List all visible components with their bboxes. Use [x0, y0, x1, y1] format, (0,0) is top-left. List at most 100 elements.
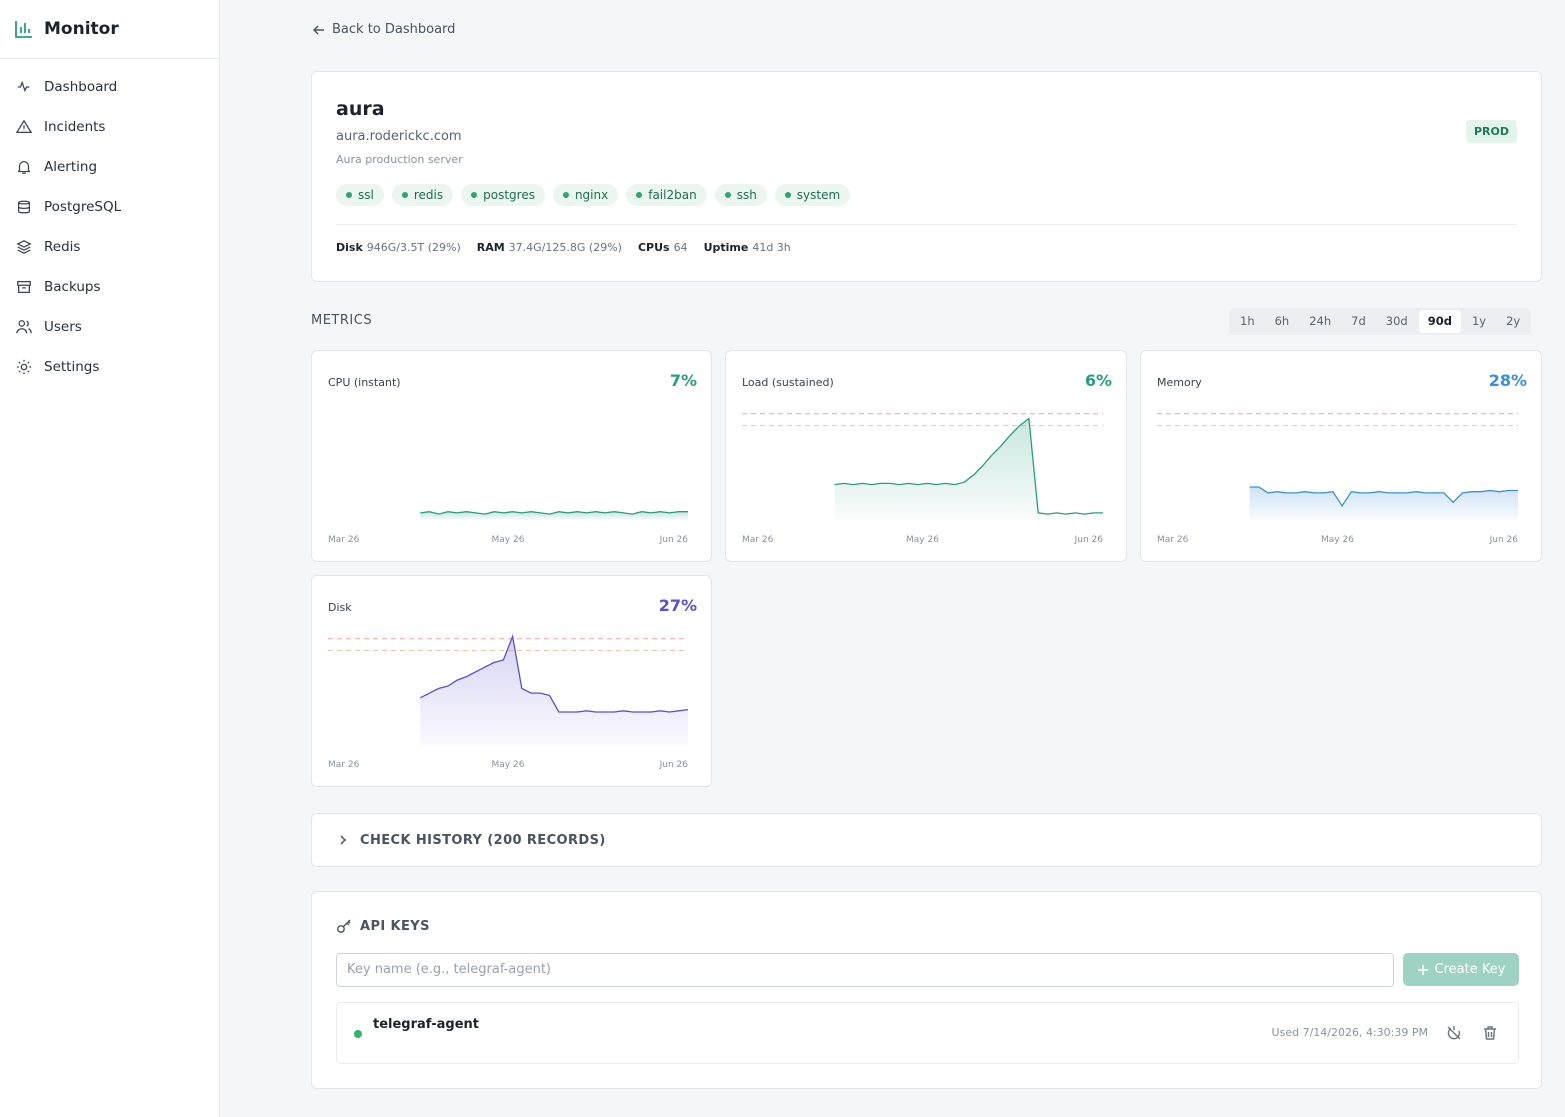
- tag: system: [774, 184, 851, 206]
- nav-label: Incidents: [44, 119, 106, 135]
- x-tick-label: Jun 26: [1074, 535, 1104, 545]
- nav-label: Backups: [44, 279, 101, 295]
- key-used: Used 7/14/2026, 4:30:39 PM: [1271, 1026, 1428, 1039]
- create-key-label: Create Key: [1434, 962, 1506, 977]
- chart-title: Disk: [328, 601, 352, 614]
- range-button[interactable]: 1h: [1240, 314, 1255, 328]
- nav-icon: [17, 80, 30, 93]
- nav-label: Alerting: [44, 159, 98, 175]
- range-button[interactable]: 1y: [1471, 314, 1487, 328]
- stat: Disk 946G/3.5T (29%): [336, 241, 461, 254]
- tag-label: ssl: [358, 188, 374, 202]
- tag: nginx: [552, 184, 619, 206]
- chart-card: CPU (instant) 7% Mar 26 May 26 Jun 26: [311, 350, 712, 562]
- tag-label: ssh: [736, 188, 757, 202]
- range-button[interactable]: 6h: [1274, 314, 1290, 328]
- server-host: aura.roderickc.com: [336, 129, 462, 144]
- nav-item[interactable]: Redis: [16, 239, 80, 255]
- tag-dot: [636, 192, 643, 198]
- stats: Disk 946G/3.5T (29%) RAM 37.4G/125.8G (29%)…: [336, 241, 791, 254]
- x-tick-label: Jun 26: [659, 535, 689, 545]
- nav-label: Settings: [44, 359, 100, 375]
- nav-item[interactable]: Incidents: [16, 119, 105, 135]
- metrics-title: METRICS: [311, 313, 373, 328]
- revoke-button[interactable]: [1446, 1025, 1462, 1041]
- tag-label: postgres: [483, 188, 535, 202]
- nav-item[interactable]: Users: [16, 319, 82, 335]
- chart: CPU (instant) 7% Mar 26 May 26 Jun 26: [328, 371, 697, 545]
- tag-dot: [784, 192, 791, 198]
- stat-label: CPUs: [637, 241, 670, 254]
- revoke-icon: [1447, 1026, 1461, 1040]
- stat-label: Disk: [336, 241, 363, 254]
- charts: CPU (instant) 7% Mar 26 May 26 Jun 26 Load (s…: [311, 350, 1542, 787]
- nav-label: Dashboard: [44, 79, 118, 95]
- brand: Monitor: [0, 0, 219, 59]
- stat: Uptime 41d 3h: [704, 241, 791, 254]
- range-button[interactable]: 2y: [1506, 314, 1521, 328]
- range-button[interactable]: 7d: [1351, 314, 1366, 328]
- chart-line: [1249, 486, 1518, 507]
- tag: postgres: [461, 184, 545, 206]
- nav-icon-path: [16, 320, 32, 334]
- x-tick-label: Mar 26: [328, 535, 360, 545]
- nav-icon: [16, 359, 32, 375]
- key-icon: [337, 919, 351, 933]
- tag-dot: [401, 192, 408, 198]
- back-text: Back to Dashboard: [332, 22, 456, 37]
- range-button[interactable]: 90d: [1418, 310, 1461, 333]
- chevron: [340, 835, 347, 845]
- back-icon: [313, 25, 324, 34]
- back-link[interactable]: Back to Dashboard: [312, 22, 455, 37]
- status-dot: [354, 1030, 362, 1038]
- tag: ssh: [714, 184, 767, 206]
- nav-icon-path: [16, 359, 32, 375]
- range-button[interactable]: 30d: [1385, 314, 1408, 328]
- nav-icon-path: [16, 240, 32, 254]
- chart-title: Load (sustained): [742, 376, 834, 389]
- key-name-input[interactable]: Key name (e.g., telegraf-agent): [336, 953, 1394, 987]
- check-history-title: CHECK HISTORY (200 RECORDS): [360, 832, 606, 848]
- x-tick-label: Mar 26: [328, 760, 360, 770]
- tag-dot: [562, 192, 569, 198]
- create-key-button[interactable]: Create Key: [1403, 953, 1519, 986]
- api-keys-card: API KEYS Key name (e.g., telegraf-agent)…: [311, 891, 1542, 1089]
- chart-current: 6%: [1085, 371, 1112, 390]
- tag-dot: [471, 192, 478, 198]
- brand-icon: [15, 21, 32, 38]
- stat-value: 64: [673, 241, 688, 254]
- nav-label: Redis: [44, 239, 81, 255]
- nav-item[interactable]: Alerting: [16, 159, 97, 175]
- nav-item[interactable]: Dashboard: [16, 79, 117, 95]
- tag: ssl: [336, 184, 384, 206]
- x-tick-label: May 26: [1321, 535, 1354, 545]
- x-tick-label: Jun 26: [1489, 535, 1519, 545]
- nav-item[interactable]: Backups: [16, 279, 101, 295]
- delete-button[interactable]: [1482, 1025, 1498, 1041]
- nav-icon-path: [17, 161, 31, 174]
- range-button[interactable]: 24h: [1309, 314, 1332, 328]
- divider: [336, 224, 1517, 225]
- chart-current: 27%: [659, 596, 697, 615]
- chart-area: [420, 636, 688, 745]
- stat-value: 946G/3.5T (29%): [366, 241, 461, 254]
- nav-item[interactable]: Settings: [16, 359, 99, 375]
- api-keys-header: API KEYS: [336, 918, 430, 934]
- stat-label: Uptime: [703, 241, 749, 254]
- tag-label: fail2ban: [648, 188, 697, 202]
- tag-dot: [724, 192, 731, 198]
- nav-item[interactable]: PostgreSQL: [16, 199, 121, 215]
- x-tick-label: Jun 26: [659, 760, 689, 770]
- delete-icon: [1484, 1026, 1496, 1040]
- x-tick-label: Mar 26: [742, 535, 774, 545]
- nav-icon: [16, 320, 32, 334]
- tag-dot: [346, 192, 352, 198]
- chart-card: Load (sustained) 6% Mar 26 May 26 Jun 26: [725, 350, 1127, 562]
- nav-label: Users: [44, 319, 82, 335]
- stat-value: 41d 3h: [752, 241, 791, 254]
- check-history[interactable]: CHECK HISTORY (200 RECORDS): [311, 813, 1542, 867]
- tags: ssl redis postgres nginx fail2ban ssh system: [336, 184, 851, 206]
- stat-value: 37.4G/125.8G (29%): [508, 241, 622, 254]
- tag-label: nginx: [574, 188, 609, 202]
- nav-icon-path: [18, 200, 30, 214]
